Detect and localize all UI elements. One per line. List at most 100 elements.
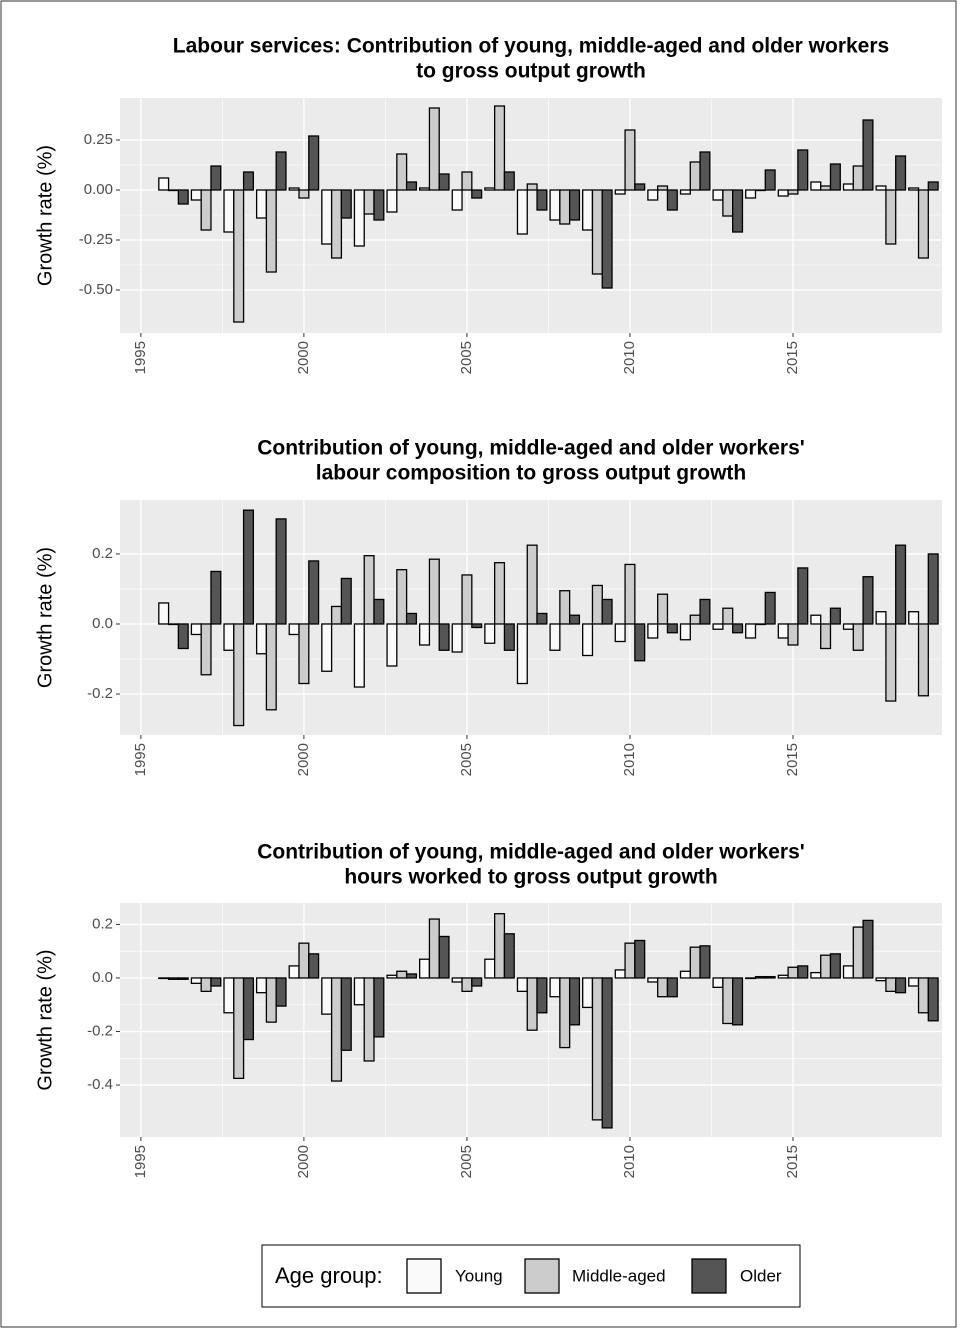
bar: [917, 189, 929, 259]
bar: [288, 623, 300, 636]
bar: [582, 189, 594, 231]
y-tick-label: 0.2: [92, 915, 113, 932]
bar: [242, 977, 255, 1041]
bar: [233, 189, 245, 323]
bar: [927, 553, 939, 625]
bar: [624, 942, 636, 979]
bar: [810, 971, 822, 979]
bar: [396, 569, 408, 625]
bar: [689, 946, 701, 979]
bar: [363, 189, 375, 215]
bar: [787, 623, 799, 646]
bar: [624, 563, 636, 625]
y-tick-label: -0.2: [87, 1022, 113, 1039]
bar: [405, 612, 418, 625]
bar: [158, 177, 170, 191]
bar: [591, 189, 603, 275]
y-tick-label: -0.50: [79, 281, 113, 298]
bar: [559, 977, 571, 1049]
x-tick-label: 2005: [458, 743, 475, 776]
bar: [777, 623, 789, 639]
bar: [340, 189, 352, 219]
bar: [321, 623, 333, 672]
bar: [895, 544, 907, 625]
chart-title: Contribution of young, middle-aged and o…: [257, 841, 805, 864]
bar: [820, 623, 832, 650]
bar: [461, 977, 473, 993]
bar: [200, 189, 212, 231]
bar: [363, 977, 375, 1062]
bar: [745, 977, 757, 980]
bar: [634, 183, 646, 191]
bar: [210, 570, 222, 625]
bar: [438, 935, 450, 979]
bar: [797, 149, 809, 191]
bar: [177, 977, 189, 980]
bar: [582, 977, 594, 1009]
bar: [493, 562, 506, 625]
bar: [787, 189, 799, 195]
bar: [745, 189, 757, 199]
bar: [255, 977, 268, 994]
x-tick-label: 2015: [784, 1145, 801, 1178]
bar: [712, 977, 724, 988]
bar: [484, 187, 496, 191]
chart-title: Contribution of young, middle-aged and o…: [257, 437, 805, 460]
bar: [624, 129, 636, 191]
bar: [549, 189, 561, 221]
chart-title: to gross output growth: [416, 60, 646, 83]
bar: [298, 623, 310, 685]
chart-title: hours worked to gross output growth: [344, 866, 717, 889]
bar: [233, 623, 245, 727]
bar: [223, 623, 235, 651]
bar: [190, 977, 202, 984]
bar: [242, 509, 255, 625]
bar: [330, 189, 343, 259]
x-tick-label: 2000: [295, 1145, 312, 1178]
bar: [559, 189, 571, 225]
bar: [484, 623, 496, 644]
bar: [428, 918, 440, 979]
bar: [396, 970, 408, 979]
bar: [852, 623, 864, 651]
bar: [787, 966, 799, 979]
bar: [732, 977, 744, 1026]
x-tick-label: 1995: [132, 1145, 149, 1178]
bar: [484, 958, 496, 979]
bar: [405, 181, 418, 191]
bar: [526, 977, 538, 1031]
bar: [242, 171, 255, 191]
x-tick-label: 2005: [458, 341, 475, 374]
bar: [820, 185, 832, 191]
bar: [895, 155, 907, 191]
x-tick-label: 2015: [784, 341, 801, 374]
bar: [340, 577, 352, 625]
bar: [810, 614, 822, 625]
x-tick-label: 1995: [132, 743, 149, 776]
bar: [568, 977, 581, 1026]
bar: [722, 189, 734, 217]
bar: [298, 189, 310, 199]
bar: [419, 623, 431, 646]
bar: [265, 623, 277, 711]
x-tick-label: 2000: [295, 341, 312, 374]
bar: [308, 135, 320, 191]
bar: [167, 977, 180, 980]
bar: [503, 171, 515, 191]
bar: [820, 954, 832, 979]
bar: [862, 919, 874, 979]
y-tick-label: 0.0: [92, 615, 113, 632]
bar: [852, 165, 864, 191]
bar: [373, 189, 385, 221]
x-tick-label: 2010: [621, 743, 638, 776]
bar: [419, 958, 431, 979]
bar: [875, 185, 887, 191]
x-tick-label: 2010: [621, 1145, 638, 1178]
bar: [712, 189, 724, 201]
bar: [503, 623, 515, 651]
bar: [503, 933, 515, 979]
bar: [200, 977, 212, 993]
bar: [908, 611, 920, 625]
bar: [614, 623, 626, 643]
bar: [875, 611, 887, 625]
